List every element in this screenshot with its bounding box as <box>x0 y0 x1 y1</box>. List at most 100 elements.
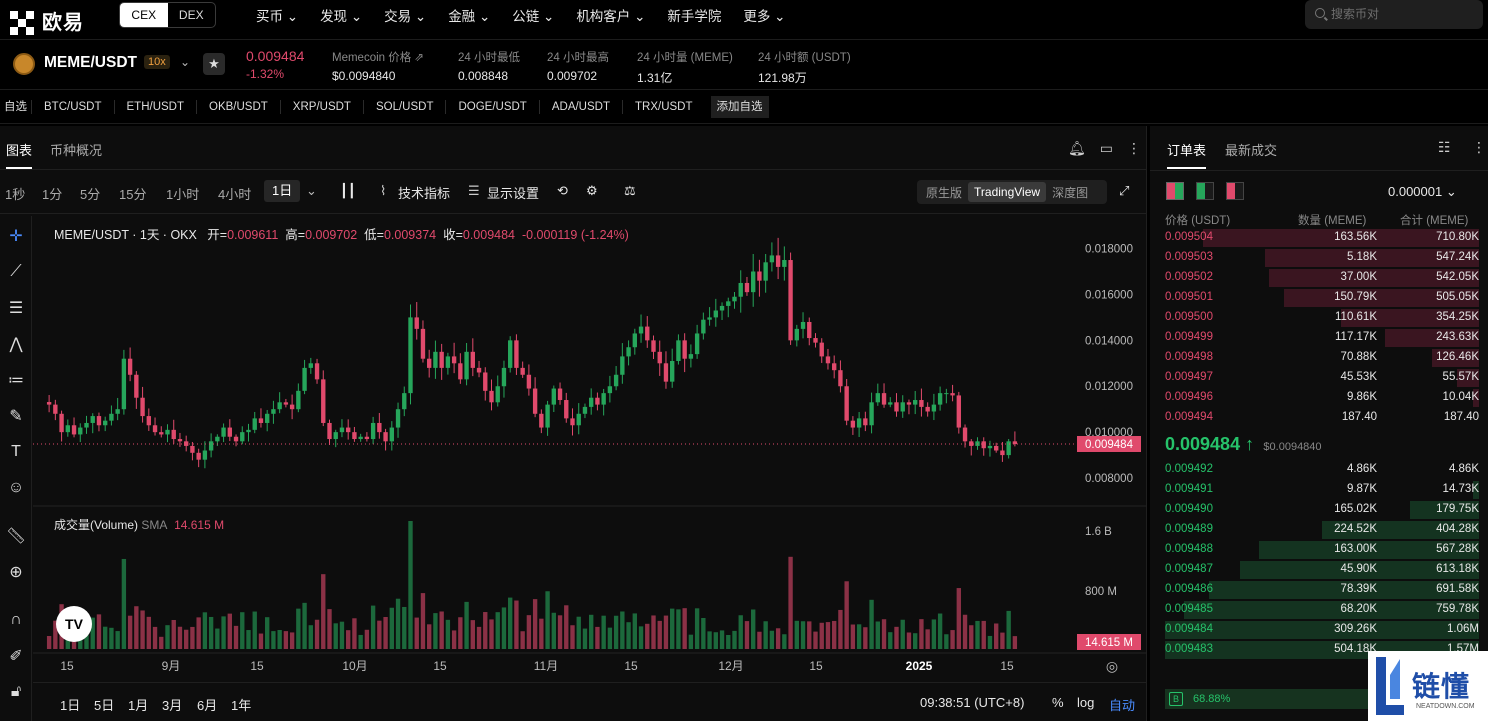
range-1m[interactable]: 1月 <box>128 698 149 713</box>
tradingview-logo-icon[interactable]: TV <box>56 606 92 642</box>
view-tradingview[interactable]: TradingView <box>968 182 1047 202</box>
nav-learn[interactable]: 新手学院 <box>667 9 722 24</box>
timeframe-1s[interactable]: 1秒 <box>5 187 26 202</box>
brand-logo[interactable]: 欧易 <box>8 6 84 35</box>
price-chart[interactable]: 0.0180000.0160000.0140000.0120000.010000… <box>0 126 1147 682</box>
timeframe-4h[interactable]: 4小时 <box>218 187 252 202</box>
log-toggle[interactable]: log <box>1077 695 1095 710</box>
add-to-watchlist-button[interactable]: 添加自选 <box>710 96 769 118</box>
ask-row[interactable]: 0.009503 5.18K 547.24K <box>1165 248 1479 268</box>
watchlist-item[interactable]: TRX/USDT <box>622 100 705 114</box>
brush-icon[interactable]: ✎ <box>9 408 23 425</box>
zoom-in-icon[interactable]: ⊕ <box>9 564 23 581</box>
pattern-icon[interactable]: ⋀ <box>9 336 23 353</box>
auto-scale-toggle[interactable]: 自动 <box>1109 698 1136 713</box>
ask-row[interactable]: 0.009496 9.86K 10.04K <box>1165 388 1479 408</box>
ask-row[interactable]: 0.009504 163.56K 710.80K <box>1165 228 1479 248</box>
clock-time[interactable]: 09:38:51 (UTC+8) <box>920 695 1025 710</box>
cex-option[interactable]: CEX <box>120 3 168 27</box>
text-icon[interactable]: T <box>11 443 21 460</box>
expand-icon[interactable]: ⤢ <box>1119 183 1130 198</box>
bid-row[interactable]: 0.009488 163.00K 567.28K <box>1165 540 1479 560</box>
replay-icon[interactable]: ⟲ <box>557 183 568 198</box>
fib-icon[interactable]: ≔ <box>8 372 24 389</box>
nav-more[interactable]: 更多 ⌄ <box>743 9 786 24</box>
more-vertical-icon[interactable]: ⋮ <box>1127 140 1141 156</box>
watchlist-item[interactable]: BTC/USDT <box>31 100 114 114</box>
indicators-button[interactable]: 技术指标 <box>398 186 451 201</box>
crosshair-icon[interactable]: ✛ <box>9 228 23 245</box>
search-input[interactable]: 搜索币对 <box>1305 0 1483 29</box>
book-both-sides-icon[interactable] <box>1166 182 1184 200</box>
precision-select[interactable]: 0.000001 ⌄ <box>1388 184 1457 199</box>
view-depth[interactable]: 深度图 <box>1052 185 1089 200</box>
nav-trade[interactable]: 交易 ⌄ <box>384 9 427 24</box>
ask-row[interactable]: 0.009502 37.00K 542.05K <box>1165 268 1479 288</box>
tab-chart[interactable]: 图表 <box>6 140 33 169</box>
timeframe-5m[interactable]: 5分 <box>80 187 101 202</box>
range-5d[interactable]: 5日 <box>94 698 115 713</box>
book-asks-only-icon[interactable] <box>1226 182 1244 200</box>
ruler-icon[interactable]: 📏︎ <box>5 528 27 545</box>
trend-line-icon[interactable]: ⟋ <box>10 263 22 280</box>
watchlist-item[interactable]: OKB/USDT <box>196 100 280 114</box>
sliders-icon[interactable]: ☷ <box>1438 139 1451 155</box>
nav-institutional[interactable]: 机构客户 ⌄ <box>576 9 646 24</box>
timeframe-1d[interactable]: 1日 <box>264 180 301 202</box>
candle-type-icon[interactable]: ┃┃ <box>340 183 356 198</box>
bid-row[interactable]: 0.009490 165.02K 179.75K <box>1165 500 1479 520</box>
bid-row[interactable]: 0.009485 68.20K 759.78K <box>1165 600 1479 620</box>
timeframe-1m[interactable]: 1分 <box>42 187 63 202</box>
emoji-icon[interactable]: ☺ <box>7 479 25 496</box>
bid-row[interactable]: 0.009486 78.39K 691.58K <box>1165 580 1479 600</box>
nav-buy-crypto[interactable]: 买币 ⌄ <box>256 9 299 24</box>
gear-icon[interactable]: ⚙ <box>586 183 598 198</box>
timeframe-15m[interactable]: 15分 <box>119 187 147 202</box>
alert-bell-icon[interactable]: 🔔︎ <box>1067 140 1086 156</box>
watchlist-item[interactable]: ADA/USDT <box>538 100 622 114</box>
lock-icon[interactable]: 🔓︎ <box>10 683 22 700</box>
lock-pencil-icon[interactable]: ✐ <box>9 648 23 665</box>
stat-label[interactable]: Memecoin 价格 ⇗ <box>332 52 425 64</box>
fullscreen-icon[interactable]: ▭ <box>1099 140 1113 156</box>
tab-recent-trades[interactable]: 最新成交 <box>1225 143 1278 158</box>
tab-order-book[interactable]: 订单表 <box>1167 140 1207 169</box>
book-bids-only-icon[interactable] <box>1196 182 1214 200</box>
bid-row[interactable]: 0.009492 4.86K 4.86K <box>1165 460 1479 480</box>
nav-finance[interactable]: 金融 ⌄ <box>448 9 491 24</box>
horizontal-lines-icon[interactable]: ☰ <box>8 300 24 317</box>
watchlist-favorites[interactable]: 自选 <box>4 101 27 113</box>
ask-row[interactable]: 0.009497 45.53K 55.57K <box>1165 368 1479 388</box>
watchlist-item[interactable]: DOGE/USDT <box>445 100 538 114</box>
pair-name[interactable]: MEME/USDT <box>44 54 137 71</box>
range-1y[interactable]: 1年 <box>231 698 252 713</box>
tab-coin-overview[interactable]: 币种概况 <box>50 143 103 158</box>
magnet-icon[interactable]: ∩ <box>10 611 22 628</box>
view-native[interactable]: 原生版 <box>926 185 963 200</box>
dex-option[interactable]: DEX <box>178 8 204 22</box>
favorite-star-icon[interactable]: ★ <box>203 53 225 75</box>
timeframe-1h[interactable]: 1小时 <box>166 187 200 202</box>
range-3m[interactable]: 3月 <box>162 698 183 713</box>
watchlist-item[interactable]: XRP/USDT <box>279 100 363 114</box>
watchlist-item[interactable]: SOL/USDT <box>362 100 446 114</box>
watchlist-item[interactable]: ETH/USDT <box>113 100 197 114</box>
timeframe-dropdown-chevron-icon[interactable]: ⌄ <box>306 183 317 198</box>
nav-discover[interactable]: 发现 ⌄ <box>320 9 363 24</box>
range-1d[interactable]: 1日 <box>60 698 81 713</box>
ask-row[interactable]: 0.009500 110.61K 354.25K <box>1165 308 1479 328</box>
bid-row[interactable]: 0.009489 224.52K 404.28K <box>1165 520 1479 540</box>
balance-scale-icon[interactable]: ⚖ <box>624 183 636 198</box>
cex-dex-toggle[interactable]: CEX DEX <box>119 2 216 28</box>
range-6m[interactable]: 6月 <box>197 698 218 713</box>
ask-row[interactable]: 0.009499 117.17K 243.63K <box>1165 328 1479 348</box>
ask-row[interactable]: 0.009501 150.79K 505.05K <box>1165 288 1479 308</box>
bid-row[interactable]: 0.009487 45.90K 613.18K <box>1165 560 1479 580</box>
bid-row[interactable]: 0.009484 309.26K 1.06M <box>1165 620 1479 640</box>
pair-dropdown-chevron-icon[interactable]: ⌄ <box>180 55 191 69</box>
percent-toggle[interactable]: % <box>1052 695 1064 710</box>
nav-chains[interactable]: 公链 ⌄ <box>512 9 555 24</box>
more-vertical-icon[interactable]: ⋮ <box>1472 139 1486 155</box>
ask-row[interactable]: 0.009498 70.88K 126.46K <box>1165 348 1479 368</box>
bid-row[interactable]: 0.009491 9.87K 14.73K <box>1165 480 1479 500</box>
